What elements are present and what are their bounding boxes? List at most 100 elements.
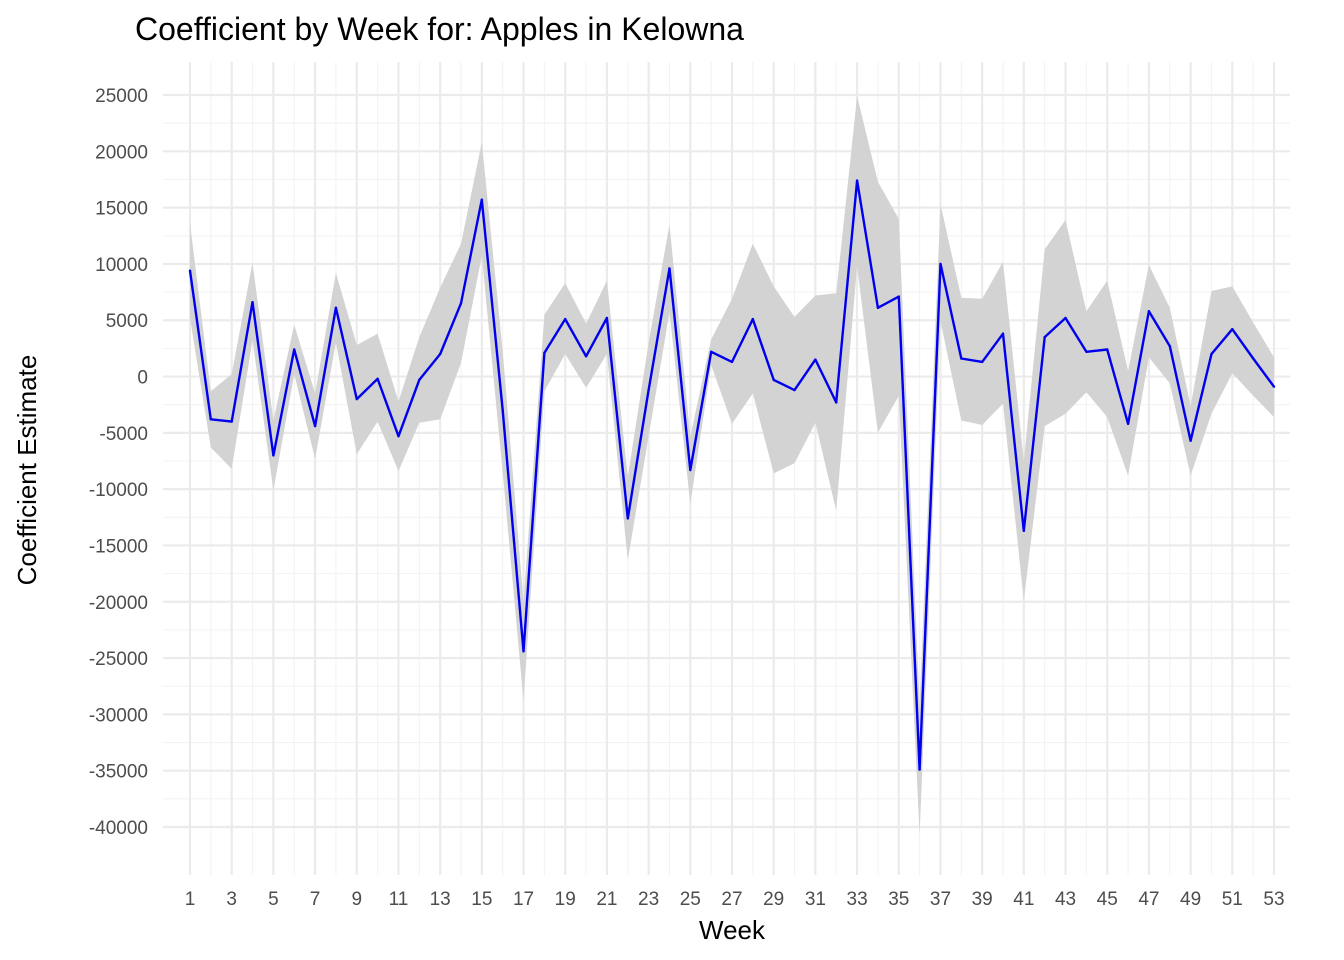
data-point-week-36 (918, 768, 921, 771)
x-axis-label: Week (699, 915, 766, 945)
x-tick-label: 37 (930, 889, 951, 910)
data-point-week-28 (751, 317, 755, 321)
data-point-week-31 (814, 358, 817, 361)
x-tick-labels: 1 3 5 7 9 11 13 15 17 19 21 23 25 27 29 31 33 35 37 39 41 43 4… (185, 889, 1285, 910)
data-point-week-39 (980, 360, 984, 364)
x-tick-label: 45 (1097, 889, 1118, 910)
data-point-week-29 (772, 378, 775, 382)
x-tick-label: 49 (1180, 889, 1201, 910)
data-point-week-40 (1001, 332, 1005, 335)
y-tick-label: -15000 (89, 536, 148, 557)
y-tick-label: 10000 (95, 255, 148, 276)
data-point-week-38 (960, 357, 963, 360)
data-point-week-35 (897, 295, 900, 298)
grid-minor-vertical (210, 62, 1254, 875)
data-point-week-22 (626, 517, 629, 520)
confidence-ribbon (190, 96, 1274, 835)
y-tick-label: -10000 (89, 480, 148, 501)
y-tick-label: -20000 (89, 593, 148, 614)
data-point-week-27 (730, 360, 734, 364)
x-tick-label: 35 (888, 889, 909, 910)
data-point-week-45 (1106, 348, 1109, 351)
y-tick-label: -30000 (89, 705, 148, 726)
data-point-week-26 (709, 350, 713, 353)
grid-major-vertical (188, 62, 1276, 875)
y-tick-label: -40000 (89, 818, 148, 839)
data-point-week-32 (835, 401, 838, 404)
data-point-week-6 (293, 348, 296, 351)
x-tick-label: 11 (389, 889, 409, 910)
data-point-week-48 (1168, 344, 1171, 348)
data-point-week-47 (1147, 310, 1151, 313)
y-tick-label: 0 (137, 368, 148, 389)
data-point-week-42 (1043, 335, 1046, 339)
data-point-week-17 (522, 650, 525, 653)
data-point-week-50 (1210, 352, 1213, 356)
data-point-week-21 (605, 316, 609, 320)
y-tick-label: -35000 (89, 762, 148, 783)
data-point-week-11 (397, 435, 400, 438)
x-tick-label: 25 (680, 889, 701, 910)
data-point-week-2 (209, 418, 213, 421)
data-point-week-8 (334, 306, 338, 310)
data-point-week-12 (418, 378, 421, 382)
data-point-week-19 (564, 317, 567, 321)
data-point-week-33 (855, 179, 859, 182)
x-tick-label: 33 (847, 889, 868, 910)
x-tick-label: 19 (555, 889, 576, 910)
data-point-week-37 (939, 262, 942, 266)
x-tick-label: 17 (513, 889, 534, 910)
data-point-week-51 (1231, 328, 1234, 331)
y-tick-label: 15000 (95, 199, 148, 220)
data-point-week-30 (793, 388, 796, 392)
y-tick-labels: 25000 20000 15000 10000 5000 0 -5000 -10000 -150… (89, 86, 148, 839)
y-tick-label: 20000 (95, 142, 148, 163)
data-point-week-15 (480, 198, 484, 201)
y-tick-label: -5000 (99, 424, 148, 445)
data-point-week-1 (188, 269, 192, 272)
y-tick-label: 5000 (106, 311, 148, 332)
x-tick-label: 39 (972, 889, 993, 910)
data-point-week-46 (1126, 422, 1130, 426)
x-tick-label: 7 (310, 889, 321, 910)
data-point-week-23 (647, 388, 650, 392)
chart-title: Coefficient by Week for: Apples in Kelow… (135, 11, 744, 47)
data-point-week-16 (501, 409, 504, 412)
data-point-week-41 (1022, 529, 1026, 533)
x-tick-label: 27 (721, 889, 742, 910)
data-point-week-4 (251, 301, 254, 304)
data-point-week-10 (376, 377, 379, 380)
data-point-week-9 (355, 397, 358, 401)
x-tick-label: 9 (351, 889, 362, 910)
data-point-week-24 (668, 267, 671, 270)
grid-minor-horizontal (163, 122, 1290, 800)
x-tick-label: 47 (1138, 889, 1159, 910)
x-tick-label: 29 (763, 889, 784, 910)
x-tick-label: 15 (471, 889, 492, 910)
x-tick-label: 3 (226, 889, 237, 910)
x-tick-label: 1 (185, 889, 196, 910)
x-tick-label: 41 (1013, 889, 1034, 910)
x-tick-label: 13 (430, 889, 451, 910)
data-point-week-18 (543, 351, 546, 355)
data-point-week-34 (876, 306, 880, 310)
data-point-week-14 (459, 302, 463, 305)
x-tick-label: 51 (1222, 889, 1243, 910)
y-axis-label: Coefficient Estimate (12, 355, 42, 586)
data-point-week-44 (1085, 350, 1088, 353)
x-tick-label: 5 (268, 889, 279, 910)
data-point-week-5 (272, 454, 275, 457)
data-point-week-53 (1272, 385, 1276, 388)
data-point-week-20 (584, 355, 588, 358)
data-point-week-3 (230, 420, 233, 423)
data-point-week-52 (1251, 357, 1255, 360)
x-tick-label: 53 (1263, 889, 1284, 910)
data-point-week-43 (1064, 316, 1067, 320)
data-points (188, 179, 1276, 771)
y-tick-label: 25000 (95, 86, 148, 107)
data-point-week-49 (1189, 439, 1192, 442)
x-tick-label: 43 (1055, 889, 1076, 910)
data-point-week-25 (689, 468, 692, 472)
x-tick-label: 23 (638, 889, 659, 910)
